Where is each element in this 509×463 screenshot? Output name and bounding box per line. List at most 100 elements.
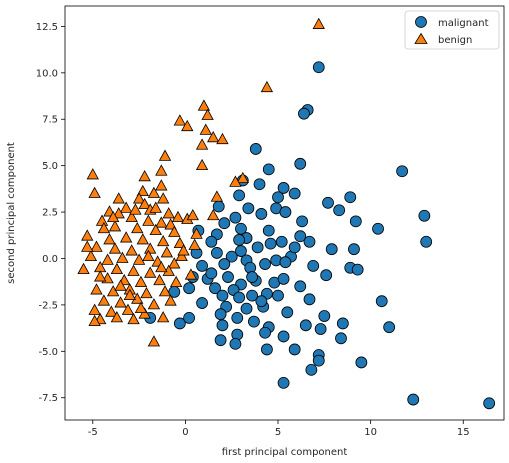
y-axis-label: second principal component [6, 142, 17, 284]
malignant-point [251, 241, 264, 254]
benign-point [84, 249, 98, 262]
malignant-point [322, 196, 334, 209]
benign-point [110, 311, 124, 323]
malignant-point [383, 321, 396, 334]
malignant-point [288, 343, 301, 356]
legend-box [404, 10, 500, 50]
x-tick-label: 0 [182, 427, 188, 438]
malignant-point [183, 282, 196, 295]
malignant-point [296, 215, 308, 228]
benign-point [155, 179, 168, 191]
malignant-point [375, 295, 388, 308]
malignant-point [281, 306, 294, 319]
benign-point [142, 214, 155, 226]
malignant-point [335, 332, 347, 345]
benign-point [86, 168, 99, 180]
malignant-point [418, 209, 431, 222]
benign-point [160, 246, 174, 258]
benign-point [88, 186, 101, 198]
benign-point [158, 285, 172, 297]
benign-point [112, 192, 125, 204]
malignant-point [249, 143, 262, 155]
malignant-point [272, 289, 284, 302]
benign-point [88, 314, 101, 327]
benign-point [236, 171, 249, 184]
x-axis: -5 0 5 10 15 [88, 420, 470, 438]
benign-point [88, 303, 101, 315]
malignant-point [214, 308, 227, 321]
y-tick-label: -2.5 [38, 300, 58, 311]
malignant-point [298, 107, 310, 120]
benign-point [312, 17, 325, 29]
x-tick-label: 10 [364, 427, 377, 438]
benign-point [156, 234, 170, 247]
benign-point [77, 262, 90, 275]
benign-point [123, 288, 137, 301]
plot-frame [64, 5, 505, 421]
malignant-point [214, 334, 227, 347]
benign-point [147, 298, 161, 310]
malignant-point [420, 235, 433, 248]
benign-point [125, 244, 138, 256]
malignant-point [312, 61, 325, 74]
malignant-point [248, 315, 260, 328]
malignant-point [299, 319, 312, 332]
malignant-point [272, 191, 284, 204]
benign-series [77, 17, 325, 347]
benign-point [121, 303, 135, 315]
malignant-point [233, 291, 246, 304]
malignant-point [205, 267, 218, 280]
benign-point [94, 270, 107, 282]
benign-point [207, 130, 220, 143]
x-tick-label: 15 [457, 427, 470, 438]
benign-point [188, 238, 201, 250]
benign-point [142, 249, 155, 262]
benign-point [195, 158, 209, 171]
malignant-point [262, 224, 275, 237]
benign-point [136, 184, 149, 197]
benign-point [169, 275, 183, 288]
benign-point [108, 242, 122, 254]
benign-point [173, 114, 187, 126]
malignant-point [320, 269, 333, 282]
malignant-point [407, 393, 420, 406]
benign-point [131, 221, 144, 234]
malignant-point [246, 289, 258, 302]
benign-point [81, 229, 94, 241]
malignant-point [205, 235, 218, 248]
benign-point [184, 268, 198, 280]
benign-point [119, 201, 133, 213]
benign-point [207, 208, 220, 221]
benign-point [195, 138, 209, 150]
benign-point [97, 221, 111, 234]
y-tick-label: -7.5 [38, 393, 58, 404]
benign-point [168, 257, 181, 269]
malignant-point [288, 241, 301, 254]
benign-point [199, 123, 212, 135]
benign-point [229, 175, 242, 187]
malignant-point [277, 330, 290, 343]
benign-point [201, 108, 214, 120]
x-tick-label: -5 [88, 427, 98, 438]
benign-point [112, 207, 125, 219]
malignant-point [294, 230, 307, 243]
malignant-point [303, 235, 316, 248]
malignant-point [303, 293, 316, 306]
x-tick-label: 5 [275, 427, 281, 438]
malignant-point [333, 204, 346, 217]
benign-point [155, 216, 168, 228]
malignant-point [255, 208, 268, 220]
malignant-point [288, 187, 301, 200]
legend-malignant-label: malignant [438, 18, 489, 29]
malignant-point [233, 234, 246, 246]
malignant-point [233, 189, 246, 202]
benign-point [177, 244, 190, 256]
legend-malignant-marker [415, 16, 427, 28]
benign-point [156, 192, 170, 204]
malignant-point [325, 243, 338, 256]
malignant-point [229, 211, 242, 224]
malignant-point [294, 280, 307, 293]
benign-point [181, 119, 194, 132]
benign-point [147, 186, 161, 198]
x-axis-label: first principal component [222, 447, 348, 458]
